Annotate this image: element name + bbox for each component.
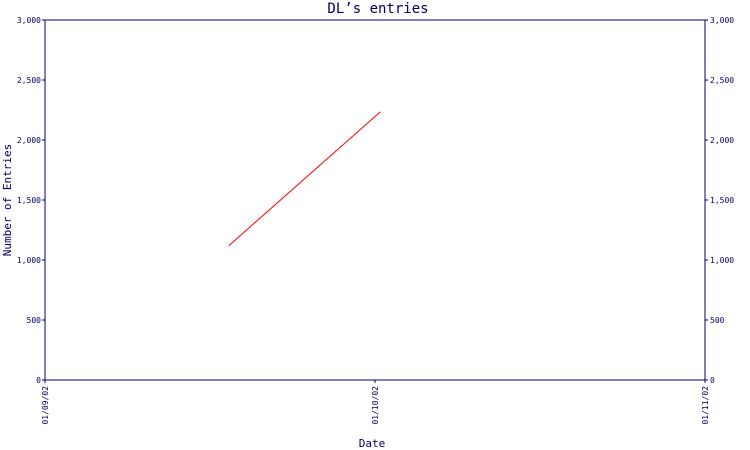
y-tick-label-left: 2,000 [17,136,41,145]
y-tick-label-right: 3,000 [710,16,734,25]
y-tick-label-right: 1,000 [710,256,734,265]
y-tick-label-right: 0 [710,376,715,385]
plot-frame [44,19,706,381]
series-layer [228,111,381,246]
y-tick-label-right: 500 [710,316,725,325]
y-tick-label-right: 2,500 [710,76,734,85]
x-tick-label: 01/11/02 [701,386,710,425]
y-tick-label-left: 3,000 [17,16,41,25]
y-axis-title: Number of Entries [1,144,14,257]
chart-title: DL’s entries [327,1,428,17]
y-tick-label-left: 1,500 [17,196,41,205]
y-tick-label-left: 500 [27,316,42,325]
y-axis-left: 0 500 1,000 1,500 2,000 2,500 3,000 [17,16,45,385]
x-tick-label: 01/09/02 [41,386,50,425]
y-tick-label-left: 1,000 [17,256,41,265]
x-tick-label: 01/10/02 [371,386,380,425]
series-line [228,111,381,246]
y-tick-label-right: 1,500 [710,196,734,205]
x-axis-title: Date [359,437,386,450]
x-axis: 01/09/02 01/10/02 01/11/02 [41,380,710,425]
y-tick-label-right: 2,000 [710,136,734,145]
y-tick-label-left: 0 [36,376,41,385]
y-tick-label-left: 2,500 [17,76,41,85]
y-axis-right: 0 500 1,000 1,500 2,000 2,500 3,000 [705,16,734,385]
